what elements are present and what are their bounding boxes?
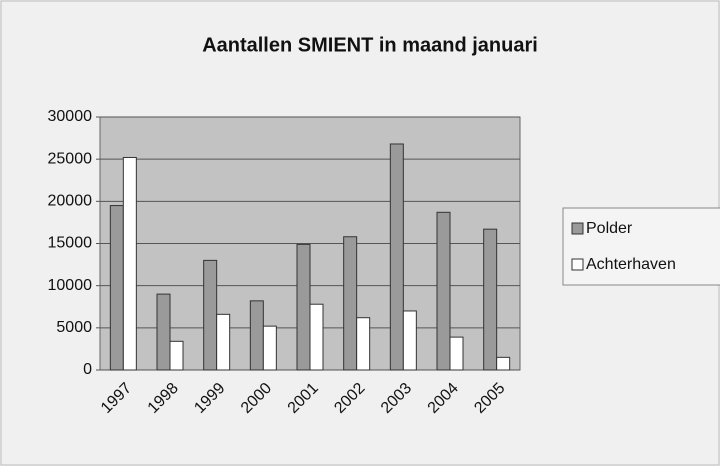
bar <box>309 303 324 371</box>
bar <box>296 243 311 371</box>
bar <box>203 259 218 371</box>
chart-title: Aantallen SMIENT in maand januari <box>202 34 538 56</box>
bar <box>109 205 124 371</box>
legend-swatch <box>571 222 584 235</box>
y-tick-label: 15000 <box>48 235 93 252</box>
y-tick-label: 30000 <box>48 108 93 125</box>
bar <box>436 211 451 371</box>
bar <box>169 340 184 371</box>
y-tick-label: 25000 <box>48 150 93 167</box>
legend-box <box>562 207 720 286</box>
bar <box>402 310 417 371</box>
y-tick-label: 10000 <box>48 277 93 294</box>
legend-label: Achterhaven <box>586 256 676 273</box>
bar <box>343 236 358 371</box>
bar <box>389 143 404 371</box>
bar <box>216 313 231 371</box>
bar <box>122 156 137 371</box>
legend-label: Polder <box>586 220 633 237</box>
y-tick-label: 20000 <box>48 193 93 210</box>
bar <box>449 336 464 371</box>
legend-swatch <box>571 258 584 271</box>
bar <box>356 317 371 371</box>
bar <box>249 300 264 371</box>
bar <box>156 293 171 371</box>
bar <box>483 228 498 371</box>
bar <box>496 356 511 371</box>
y-tick-label: 5000 <box>56 319 92 336</box>
bar <box>262 325 277 371</box>
y-tick-label: 0 <box>83 361 92 378</box>
